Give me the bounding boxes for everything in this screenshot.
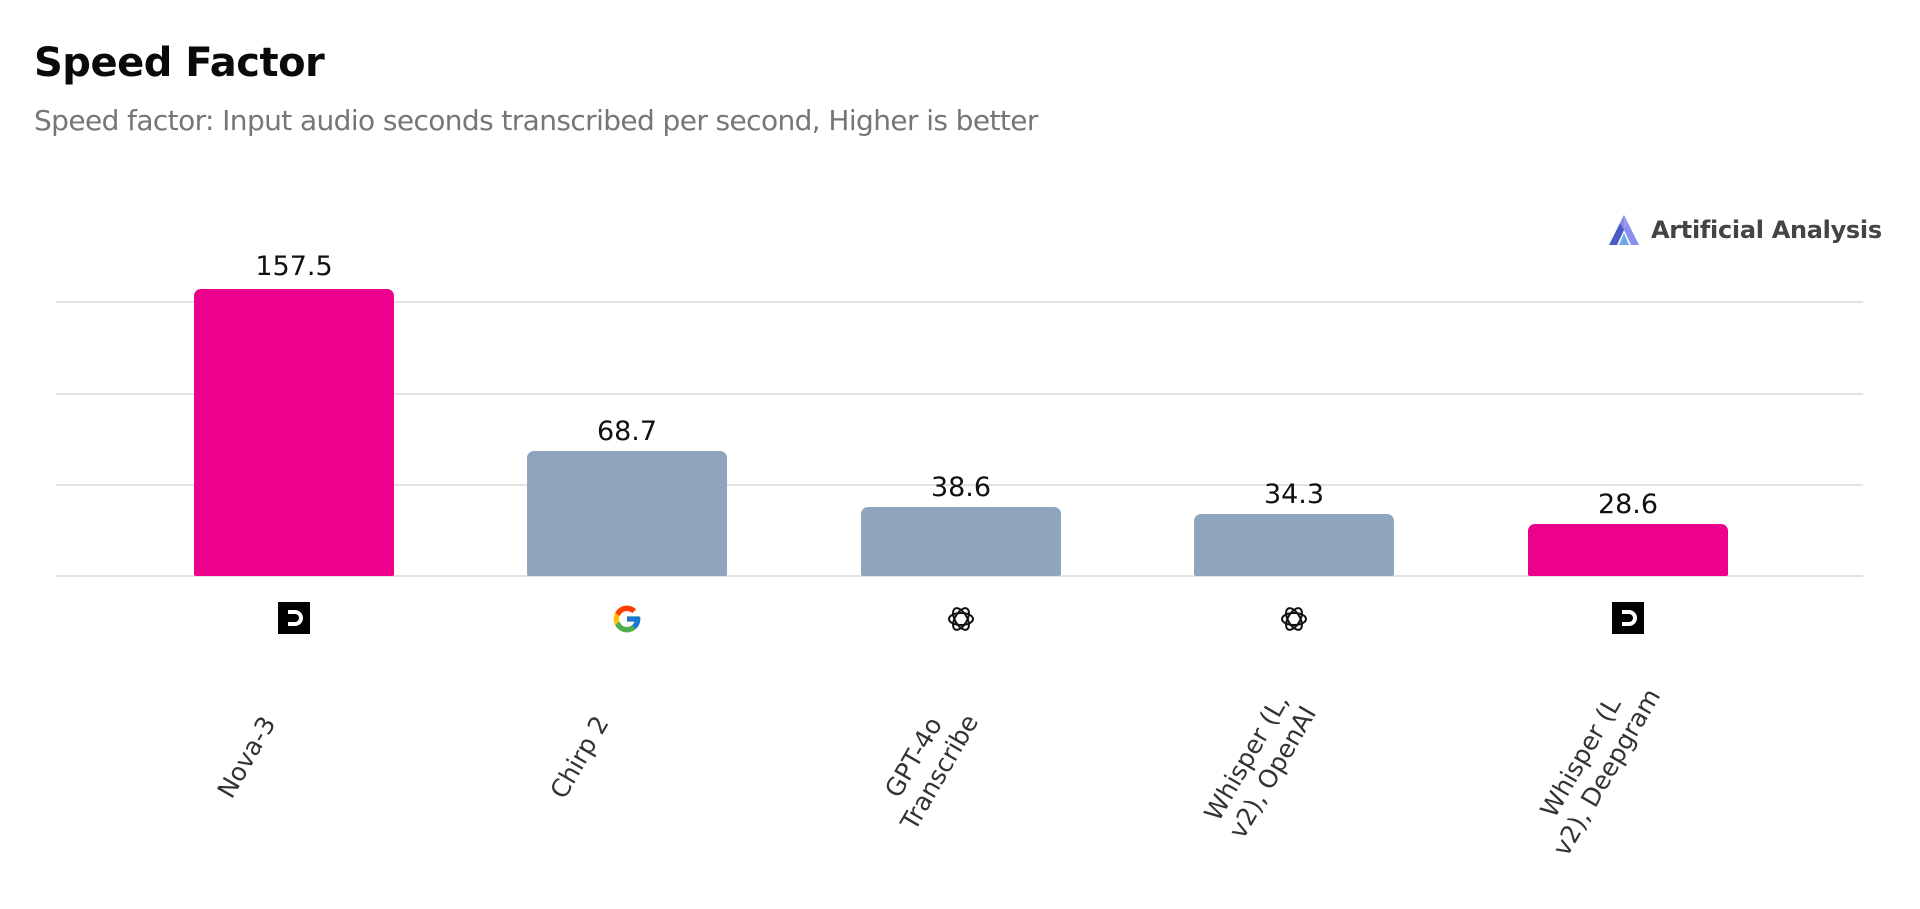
chart-subtitle: Speed factor: Input audio seconds transc… — [34, 104, 1038, 137]
bar-value-label: 68.7 — [596, 416, 658, 447]
deepgram-logo-icon — [1612, 602, 1644, 634]
gridline-50 — [56, 484, 1863, 486]
bar-value-label: 34.3 — [1263, 479, 1325, 510]
bar-whisper-deepgram[interactable] — [1528, 524, 1728, 576]
brand-name: Artificial Analysis — [1651, 216, 1882, 244]
gridline-150 — [56, 301, 1863, 303]
chart-title: Speed Factor — [34, 40, 325, 86]
x-axis-label: GPT-4o Transcribe — [879, 709, 985, 835]
google-logo-icon — [613, 605, 641, 633]
baseline-0 — [56, 575, 1863, 577]
x-axis-label: Nova-3 — [211, 711, 282, 803]
openai-logo-icon — [1281, 607, 1307, 631]
brand-watermark: Artificial Analysis — [1607, 213, 1882, 247]
plot-area: 157.5 Nova-3 68.7 Chirp 2 38.6 GPT-4o Tr… — [56, 0, 1863, 909]
deepgram-logo-icon — [278, 602, 310, 634]
bar-value-label: 157.5 — [255, 251, 333, 282]
bar-value-label: 38.6 — [930, 472, 992, 503]
x-axis-label: Whisper (L, v2), OpenAI — [1198, 688, 1322, 844]
openai-logo-icon — [948, 607, 974, 631]
artificial-analysis-logo-icon — [1609, 215, 1639, 245]
bar-nova-3[interactable] — [194, 289, 394, 576]
gridline-100 — [56, 393, 1863, 395]
bar-chirp-2[interactable] — [527, 451, 727, 576]
x-axis-label: Whisper (L v2), Deepgram — [1534, 683, 1667, 861]
bar-value-label: 28.6 — [1597, 489, 1659, 520]
bar-gpt-4o-transcribe[interactable] — [861, 507, 1061, 576]
bar-whisper-openai[interactable] — [1194, 514, 1394, 576]
x-axis-label: Chirp 2 — [544, 710, 615, 804]
